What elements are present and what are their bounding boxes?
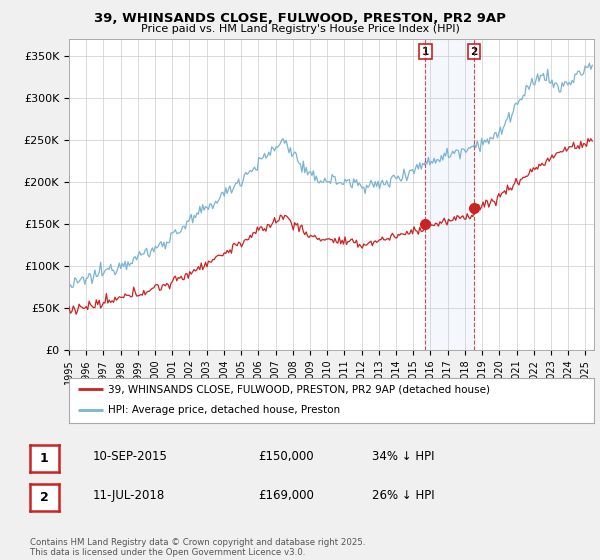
Text: 1: 1 — [422, 47, 429, 57]
Text: Contains HM Land Registry data © Crown copyright and database right 2025.
This d: Contains HM Land Registry data © Crown c… — [30, 538, 365, 557]
Text: 26% ↓ HPI: 26% ↓ HPI — [372, 489, 434, 502]
Text: 34% ↓ HPI: 34% ↓ HPI — [372, 450, 434, 463]
Text: HPI: Average price, detached house, Preston: HPI: Average price, detached house, Pres… — [109, 405, 341, 416]
Bar — [425, 39, 474, 350]
Text: 1: 1 — [40, 452, 49, 465]
Text: 11-JUL-2018: 11-JUL-2018 — [93, 489, 165, 502]
Text: £150,000: £150,000 — [258, 450, 314, 463]
Text: 39, WHINSANDS CLOSE, FULWOOD, PRESTON, PR2 9AP (detached house): 39, WHINSANDS CLOSE, FULWOOD, PRESTON, P… — [109, 384, 490, 394]
Text: 39, WHINSANDS CLOSE, FULWOOD, PRESTON, PR2 9AP: 39, WHINSANDS CLOSE, FULWOOD, PRESTON, P… — [94, 12, 506, 25]
Text: 2: 2 — [40, 491, 49, 505]
Text: Price paid vs. HM Land Registry's House Price Index (HPI): Price paid vs. HM Land Registry's House … — [140, 24, 460, 34]
Text: 10-SEP-2015: 10-SEP-2015 — [93, 450, 168, 463]
Text: £169,000: £169,000 — [258, 489, 314, 502]
Text: 2: 2 — [470, 47, 478, 57]
